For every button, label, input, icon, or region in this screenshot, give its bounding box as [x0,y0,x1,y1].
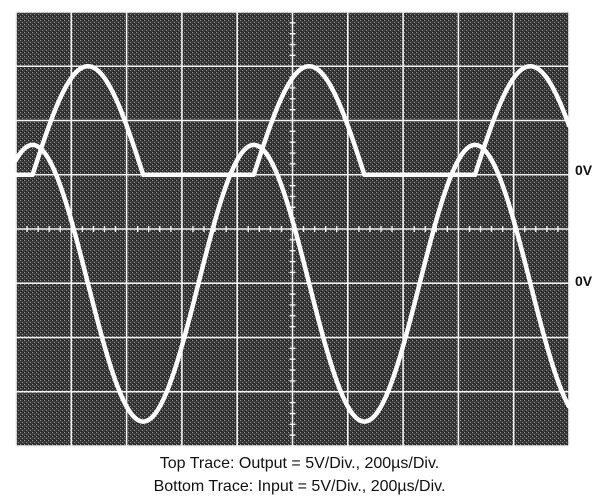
input-zero-marker: 0V [575,273,593,289]
oscilloscope-screen [13,11,572,447]
caption-bottom-trace: Bottom Trace: Input = 5V/Div., 200µs/Div… [153,478,446,495]
trace-input [13,142,572,424]
caption-top-trace: Top Trace: Output = 5V/Div., 200µs/Div. [159,455,440,472]
output-zero-marker: 0V [575,162,593,178]
trace-output [13,64,572,177]
traces [13,64,572,424]
